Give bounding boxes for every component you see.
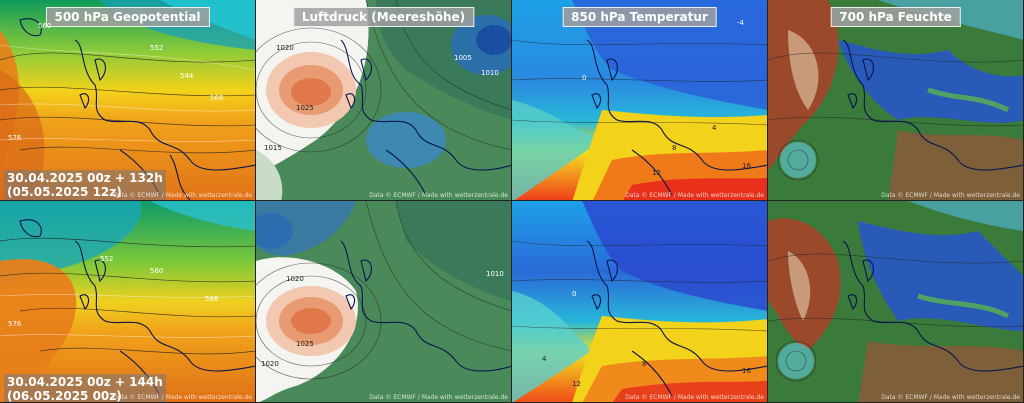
panel-title: Luftdruck (Meereshöhe) — [292, 7, 475, 27]
humidity-map — [768, 201, 1023, 402]
run-time-label: 30.04.2025 00z + 132h — [7, 171, 163, 185]
panel-geopotential-144h: 30.04.2025 00z + 144h (06.05.2025 00z) D… — [0, 201, 256, 403]
data-credit: Data © ECMWF / Made with wetterzentrale.… — [369, 394, 508, 401]
geopotential-map — [0, 201, 255, 402]
data-credit: Data © ECMWF / Made with wetterzentrale.… — [625, 192, 764, 199]
panel-geopotential-132h: 500 hPa Geopotential 30.04.2025 00z + 13… — [0, 0, 256, 201]
run-info: 30.04.2025 00z + 132h (05.05.2025 12z) — [4, 170, 166, 200]
run-time-label: 30.04.2025 00z + 144h — [7, 375, 163, 389]
panel-humidity-132h: 700 hPa Feuchte Data © ECMWF / Made with… — [768, 0, 1024, 201]
temperature-map — [512, 0, 767, 200]
panel-title: 500 hPa Geopotential — [45, 7, 210, 27]
data-credit: Data © ECMWF / Made with wetterzentrale.… — [881, 192, 1020, 199]
panel-temperature-144h: Data © ECMWF / Made with wetterzentrale.… — [512, 201, 768, 403]
panel-humidity-144h: Data © ECMWF / Made with wetterzentrale.… — [768, 201, 1024, 403]
valid-time-label: (06.05.2025 00z) — [7, 389, 122, 403]
panel-temperature-132h: 850 hPa Temperatur Data © ECMWF / Made w… — [512, 0, 768, 201]
panel-pressure-132h: Luftdruck (Meereshöhe) Data © ECMWF / Ma… — [256, 0, 512, 201]
panel-title: 700 hPa Feuchte — [830, 7, 961, 27]
pressure-map — [256, 0, 511, 200]
panel-title: 850 hPa Temperatur — [562, 7, 717, 27]
humidity-map — [768, 0, 1023, 200]
pressure-map — [256, 201, 511, 402]
data-credit: Data © ECMWF / Made with wetterzentrale.… — [369, 192, 508, 199]
data-credit: Data © ECMWF / Made with wetterzentrale.… — [881, 394, 1020, 401]
temperature-map — [512, 201, 767, 402]
data-credit: Data © ECMWF / Made with wetterzentrale.… — [113, 192, 252, 199]
data-credit: Data © ECMWF / Made with wetterzentrale.… — [113, 394, 252, 401]
data-credit: Data © ECMWF / Made with wetterzentrale.… — [625, 394, 764, 401]
panel-pressure-144h: Data © ECMWF / Made with wetterzentrale.… — [256, 201, 512, 403]
valid-time-label: (05.05.2025 12z) — [7, 185, 122, 199]
run-info: 30.04.2025 00z + 144h (06.05.2025 00z) — [4, 374, 166, 403]
